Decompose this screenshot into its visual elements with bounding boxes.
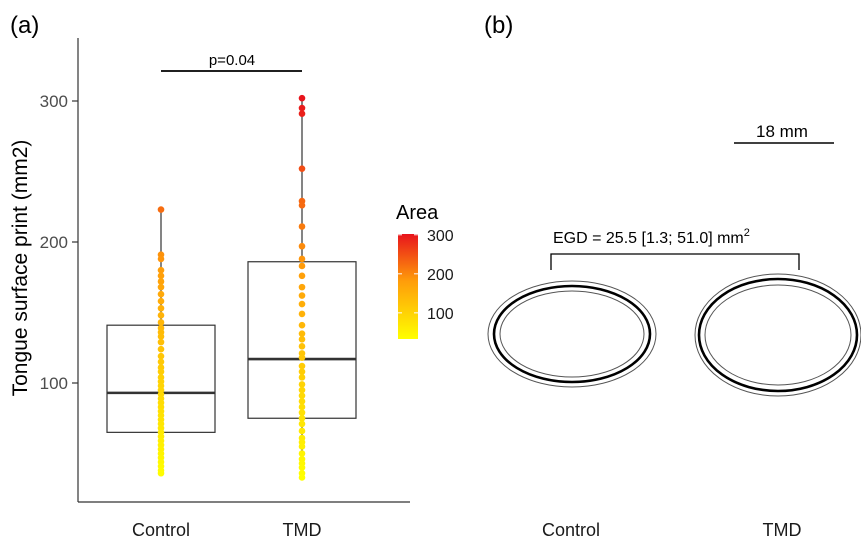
data-point-tmd xyxy=(298,242,306,250)
data-point-control xyxy=(157,206,165,213)
data-point-control xyxy=(157,283,165,291)
y-ticks: 100 200 300 xyxy=(40,92,78,393)
data-point-tmd xyxy=(298,335,306,343)
data-point-tmd xyxy=(298,450,306,457)
data-point-tmd xyxy=(298,474,306,481)
data-point-tmd xyxy=(298,374,306,381)
data-point-tmd xyxy=(298,398,306,405)
data-point-tmd xyxy=(298,464,306,471)
p-value-annotation: p=0.04 xyxy=(209,52,255,69)
data-point-tmd xyxy=(298,392,306,399)
data-point-tmd xyxy=(298,330,306,337)
data-point-tmd xyxy=(298,321,306,329)
control-shape xyxy=(487,280,657,388)
data-point-tmd xyxy=(298,368,306,376)
egd-bracket xyxy=(550,253,800,270)
data-point-tmd xyxy=(298,223,306,230)
data-point-control xyxy=(157,333,165,340)
panel-b-diagram: 18 mm EGD = 25.5 [1.3; 51.0] mm2 Control… xyxy=(487,122,861,540)
data-point-tmd xyxy=(298,420,306,428)
legend-tick-label: 100 xyxy=(427,306,454,323)
tmd-outer-contour xyxy=(694,273,861,397)
data-point-tmd xyxy=(298,343,306,350)
data-point-control xyxy=(157,358,165,366)
data-point-tmd xyxy=(298,104,306,112)
legend-ticks: 100 200 300 xyxy=(398,228,454,323)
data-point-tmd xyxy=(298,300,306,308)
y-tick-label: 200 xyxy=(40,233,68,252)
legend-colorbar xyxy=(398,234,418,339)
scale-bar-label: 18 mm xyxy=(756,122,808,141)
data-points xyxy=(157,94,306,481)
data-point-tmd xyxy=(298,310,306,318)
data-point-tmd xyxy=(298,202,306,209)
legend-tick-label: 200 xyxy=(427,267,454,284)
control-inner-contour xyxy=(499,290,645,378)
y-tick-label: 100 xyxy=(40,374,68,393)
data-point-control xyxy=(157,297,165,305)
data-point-tmd xyxy=(298,362,306,370)
x-category-label: TMD xyxy=(283,520,322,540)
boxplot-chart: 100 200 300 Control TMD Tongue surface prin… xyxy=(9,38,410,540)
data-point-tmd xyxy=(298,110,306,117)
panel-a-label: (a) xyxy=(10,12,39,39)
data-point-tmd xyxy=(298,292,306,299)
tmd-inner-contour xyxy=(704,284,852,386)
x-category-label: Control xyxy=(132,520,190,540)
data-point-control xyxy=(157,272,165,280)
legend-tick-label: 300 xyxy=(427,228,454,245)
panel-b-label-tmd: TMD xyxy=(763,520,802,540)
y-tick-label: 300 xyxy=(40,92,68,111)
boxes xyxy=(106,98,357,478)
data-point-tmd xyxy=(298,381,306,388)
data-point-control xyxy=(157,469,165,477)
color-legend: Area 100 200 300 xyxy=(396,202,454,339)
data-point-tmd xyxy=(298,409,306,416)
data-point-control xyxy=(157,278,165,285)
data-point-tmd xyxy=(298,403,306,411)
data-point-tmd xyxy=(298,427,306,435)
tmd-mean-contour xyxy=(697,277,859,393)
y-axis-title: Tongue surface print (mm2) xyxy=(9,140,32,397)
data-point-control xyxy=(157,352,165,360)
tmd-shape xyxy=(694,273,861,397)
panel-b-label: (b) xyxy=(484,12,513,39)
data-point-tmd xyxy=(298,272,306,280)
data-point-tmd xyxy=(298,414,306,422)
egd-text: EGD = 25.5 [1.3; 51.0] mm2 xyxy=(553,227,750,247)
data-point-control xyxy=(157,266,165,274)
data-point-control xyxy=(157,290,165,298)
control-outer-contour xyxy=(487,280,657,388)
data-point-tmd xyxy=(298,255,306,263)
data-point-tmd xyxy=(298,283,306,291)
data-point-tmd xyxy=(298,94,306,102)
legend-title: Area xyxy=(396,202,439,224)
control-mean-contour xyxy=(492,284,652,384)
data-point-control xyxy=(157,319,165,326)
data-point-control xyxy=(157,345,165,353)
data-point-control xyxy=(157,338,165,346)
data-point-control xyxy=(157,312,165,319)
data-point-control xyxy=(157,255,165,263)
x-category-labels: Control TMD xyxy=(132,520,322,540)
data-point-tmd xyxy=(298,354,306,361)
data-point-tmd xyxy=(298,165,306,172)
panel-b-label-control: Control xyxy=(542,520,600,540)
data-point-tmd xyxy=(298,262,306,270)
data-point-control xyxy=(157,304,165,312)
data-point-control xyxy=(157,368,165,376)
data-point-tmd xyxy=(298,386,306,394)
data-point-tmd xyxy=(298,443,306,450)
